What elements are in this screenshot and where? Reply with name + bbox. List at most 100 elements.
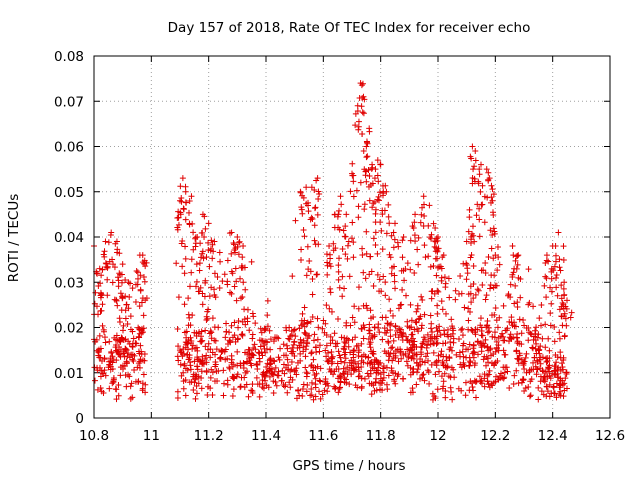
data-point — [479, 332, 486, 339]
data-point — [421, 359, 428, 366]
data-point — [327, 263, 334, 270]
data-point — [323, 353, 330, 360]
data-point — [99, 266, 106, 273]
data-point — [175, 343, 182, 350]
data-point — [535, 384, 542, 391]
data-point — [248, 258, 255, 265]
data-point — [536, 350, 543, 357]
data-point — [409, 331, 416, 338]
data-point — [530, 336, 537, 343]
data-point — [233, 297, 240, 304]
data-point — [483, 166, 490, 173]
data-point — [481, 383, 488, 390]
data-point — [249, 381, 256, 388]
data-point — [289, 376, 296, 383]
data-point — [502, 327, 509, 334]
data-point — [232, 265, 239, 272]
data-point — [376, 379, 383, 386]
data-point — [239, 254, 246, 261]
data-point — [327, 255, 334, 262]
data-point — [355, 203, 362, 210]
data-point — [130, 358, 137, 365]
data-point — [388, 264, 395, 271]
data-point — [237, 383, 244, 390]
data-point — [413, 319, 420, 326]
data-point — [544, 365, 551, 372]
data-point — [537, 360, 544, 367]
data-point — [487, 352, 494, 359]
data-point — [349, 219, 356, 226]
data-point — [422, 254, 429, 261]
data-point — [478, 380, 485, 387]
data-point — [180, 345, 187, 352]
data-point — [206, 293, 213, 300]
data-point — [348, 371, 355, 378]
data-point — [376, 276, 383, 283]
data-point — [262, 326, 269, 333]
data-point — [421, 213, 428, 220]
data-point — [301, 233, 308, 240]
data-point — [414, 369, 421, 376]
data-point — [267, 360, 274, 367]
data-point — [387, 333, 394, 340]
x-tick-label: 12.4 — [538, 428, 568, 444]
data-point — [476, 171, 483, 178]
data-point — [272, 364, 279, 371]
data-point — [568, 309, 575, 316]
data-point — [368, 268, 375, 275]
data-point — [376, 386, 383, 393]
data-point — [292, 333, 299, 340]
data-point — [179, 175, 186, 182]
data-point — [113, 297, 120, 304]
data-point — [200, 255, 207, 262]
data-point — [258, 337, 265, 344]
data-point — [497, 370, 504, 377]
data-point — [515, 380, 522, 387]
data-point — [141, 351, 148, 358]
data-point — [132, 378, 139, 385]
data-point — [283, 342, 290, 349]
data-point — [223, 320, 230, 327]
data-point — [114, 337, 121, 344]
data-point — [350, 193, 357, 200]
data-point — [202, 225, 209, 232]
data-point — [525, 337, 532, 344]
data-point — [180, 385, 187, 392]
data-point — [98, 290, 105, 297]
data-point — [267, 357, 274, 364]
data-point — [138, 299, 145, 306]
data-point — [286, 379, 293, 386]
data-point — [469, 327, 476, 334]
data-point — [479, 182, 486, 189]
data-point — [427, 341, 434, 348]
data-point — [217, 354, 224, 361]
data-point — [186, 198, 193, 205]
data-point — [355, 305, 362, 312]
data-point — [125, 305, 132, 312]
data-point — [308, 350, 315, 357]
data-point — [367, 307, 374, 314]
data-point — [289, 273, 296, 280]
data-point — [407, 266, 414, 273]
data-point — [253, 374, 260, 381]
data-point — [244, 351, 251, 358]
data-point — [459, 325, 466, 332]
data-point — [413, 381, 420, 388]
data-point — [186, 221, 193, 228]
data-point — [309, 215, 316, 222]
data-point — [136, 350, 143, 357]
data-point — [345, 238, 352, 245]
data-point — [102, 339, 109, 346]
data-point — [178, 195, 185, 202]
data-point — [295, 386, 302, 393]
data-point — [119, 335, 126, 342]
data-point — [489, 197, 496, 204]
data-point — [433, 272, 440, 279]
data-point — [194, 347, 201, 354]
data-point — [335, 315, 342, 322]
data-point — [228, 268, 235, 275]
data-point — [352, 122, 359, 129]
data-point — [560, 305, 567, 312]
data-point — [484, 378, 491, 385]
data-point — [516, 352, 523, 359]
